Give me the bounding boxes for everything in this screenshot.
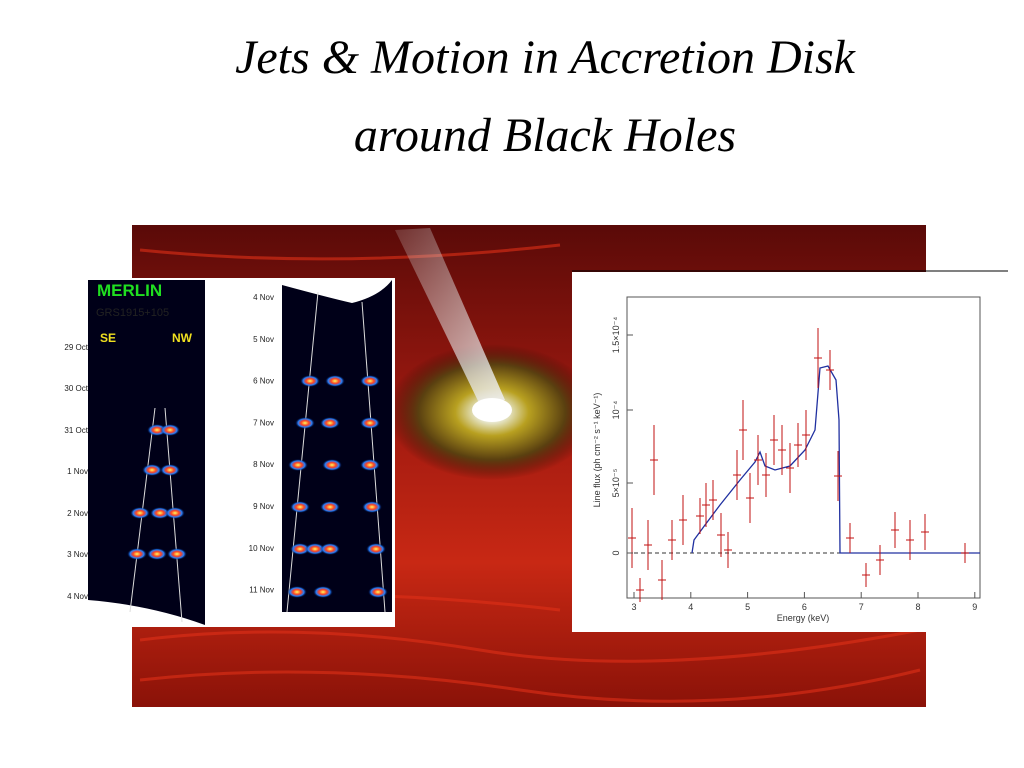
x-tick-label: 3 <box>631 602 636 612</box>
blob <box>288 459 308 471</box>
radio-blobs <box>127 375 388 598</box>
date-label: 31 Oct <box>64 426 88 435</box>
blob <box>322 459 342 471</box>
blob <box>290 543 310 555</box>
blob <box>366 543 386 555</box>
blob <box>368 586 388 598</box>
y-axis-label: Line flux (ph cm⁻² s⁻¹ keV⁻¹) <box>592 393 602 508</box>
vla-image <box>282 280 392 612</box>
date-label: 30 Oct <box>64 384 88 393</box>
side-label: NW <box>172 331 193 345</box>
blob <box>130 507 150 519</box>
dates: 29 Oct 30 Oct 31 Oct 1 Nov 2 Nov 3 Nov 4 Nov 4 … <box>64 293 274 601</box>
blob <box>305 543 325 555</box>
blob <box>320 417 340 429</box>
date-label: 2 Nov <box>67 509 88 518</box>
blob <box>295 417 315 429</box>
title-line: around Black Holes <box>354 109 736 162</box>
blob <box>362 501 382 513</box>
date-label: 10 Nov <box>249 544 274 553</box>
date-label: 4 Nov <box>67 592 88 601</box>
blob <box>320 543 340 555</box>
y-tick-label: 10⁻⁴ <box>611 401 621 420</box>
date-label: 8 Nov <box>253 460 274 469</box>
x-tick-label: 6 <box>802 602 807 612</box>
date-label: 29 Oct <box>64 343 88 352</box>
blob <box>313 586 333 598</box>
blob <box>325 375 345 387</box>
date-label: 4 Nov <box>253 293 274 302</box>
x-axis-label: Energy (keV) <box>777 613 830 623</box>
blob <box>142 464 162 476</box>
blob <box>360 459 380 471</box>
side-label: SE <box>100 331 116 345</box>
blob <box>320 501 340 513</box>
x-tick-label: 7 <box>859 602 864 612</box>
y-tick-label: 1.5×10⁻⁴ <box>611 317 621 354</box>
date-label: 7 Nov <box>253 418 274 427</box>
date-label: 3 Nov <box>67 550 88 559</box>
axes: 3 4 5 6 7 8 9 0 5×10⁻⁵ 10⁻⁴ 1.5×10⁻⁴ <box>611 317 977 612</box>
blob <box>167 548 187 560</box>
blob <box>147 548 167 560</box>
date-label: 5 Nov <box>253 335 274 344</box>
blob <box>160 464 180 476</box>
blob <box>127 548 147 560</box>
x-tick-label: 9 <box>972 602 977 612</box>
y-tick-label: 5×10⁻⁵ <box>611 468 621 497</box>
merlin-label: MERLIN <box>97 281 162 300</box>
jet <box>395 228 505 405</box>
y-tick-label: 0 <box>611 550 621 555</box>
date-label: 1 Nov <box>67 467 88 476</box>
blob <box>160 424 180 436</box>
blob <box>290 501 310 513</box>
blob <box>150 507 170 519</box>
core <box>472 398 512 422</box>
source-label: GRS1915+105 <box>96 307 169 319</box>
data-points <box>628 328 969 602</box>
blob <box>300 375 320 387</box>
title-line: Jets & Motion in Accretion Disk <box>235 31 857 84</box>
plot-frame <box>626 296 981 599</box>
date-label: 6 Nov <box>253 377 274 386</box>
x-tick-label: 8 <box>915 602 920 612</box>
date-label: 9 Nov <box>253 502 274 511</box>
blob <box>165 507 185 519</box>
x-tick-label: 5 <box>745 602 750 612</box>
blob <box>287 586 307 598</box>
x-tick-label: 4 <box>688 602 693 612</box>
date-label: 11 Nov <box>249 586 274 595</box>
blob <box>360 375 380 387</box>
blob <box>360 417 380 429</box>
